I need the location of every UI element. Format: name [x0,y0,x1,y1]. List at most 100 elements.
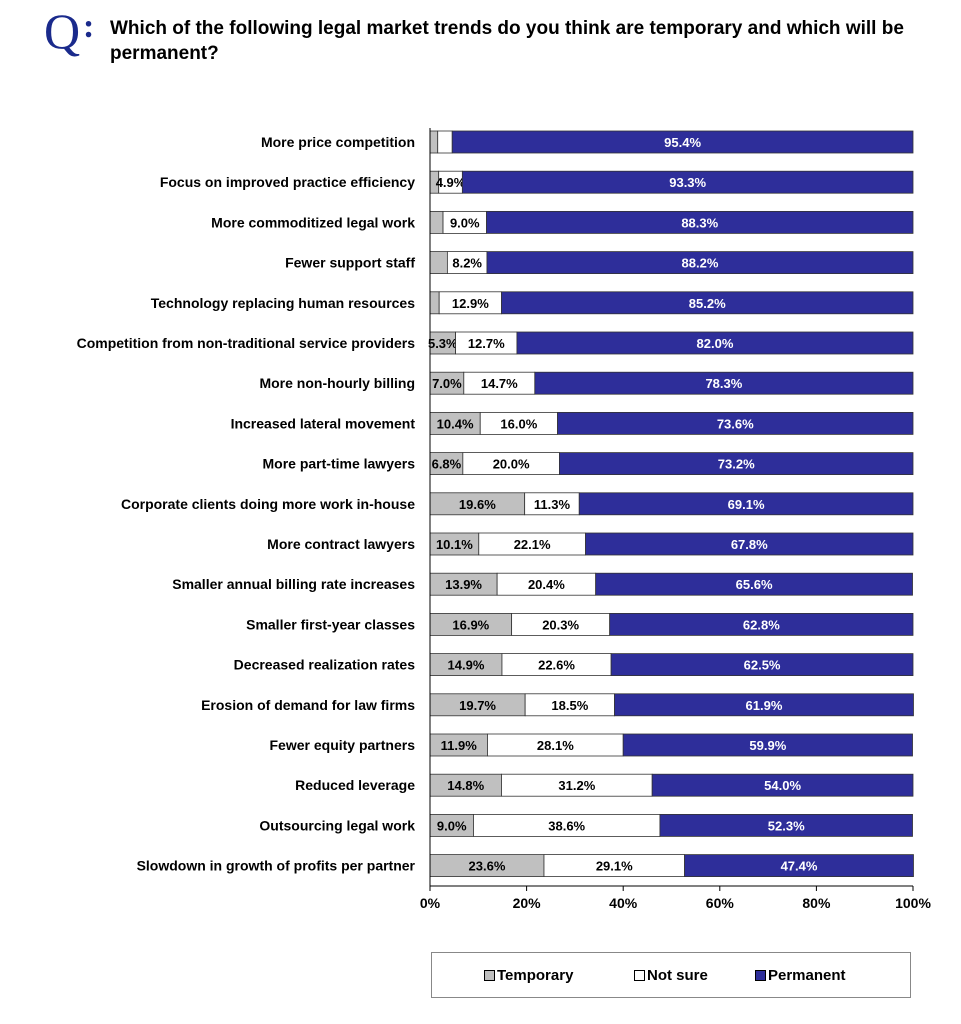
data-label-temporary: 10.4% [437,416,474,431]
data-label-not-sure: 22.1% [514,537,551,552]
category-label: Fewer equity partners [270,737,416,753]
data-label-permanent: 69.1% [728,497,765,512]
data-label-temporary: 5.3% [428,336,458,351]
data-label-not-sure: 11.3% [534,497,571,512]
data-label-temporary: 6.8% [432,457,462,472]
legend-item-not-sure: Not sure [634,967,708,984]
data-label-not-sure: 4.9% [436,175,466,190]
data-label-not-sure: 20.3% [542,617,579,632]
data-label-permanent: 47.4% [781,859,818,874]
data-label-temporary: 14.9% [448,658,485,673]
x-tick-label: 80% [802,895,831,911]
data-label-permanent: 88.2% [682,256,719,271]
data-label-permanent: 62.8% [743,617,780,632]
data-label-permanent: 95.4% [664,135,701,150]
data-label-not-sure: 31.2% [558,778,595,793]
data-label-permanent: 93.3% [669,175,706,190]
category-label: Competition from non-traditional service… [77,335,416,351]
bar-segment-permanent [461,170,914,194]
bar-segment-permanent [622,733,913,757]
bar-segment-permanent [557,411,914,435]
data-label-permanent: 73.2% [718,457,755,472]
legend-swatch-permanent [755,970,766,981]
data-label-not-sure: 12.9% [452,296,489,311]
bar-segment-permanent [595,572,913,596]
bar-segment-permanent [501,291,914,315]
data-label-permanent: 88.3% [681,215,718,230]
category-label: Technology replacing human resources [151,295,415,311]
category-label: More price competition [261,134,415,150]
bar-segment-permanent [516,331,914,355]
data-label-not-sure: 9.0% [450,215,480,230]
category-label: Reduced leverage [295,777,415,793]
q-letter: Q [44,3,81,59]
legend-label-permanent: Permanent [768,967,846,984]
category-label: More contract lawyers [267,536,415,552]
data-label-permanent: 85.2% [689,296,726,311]
category-label: Erosion of demand for law firms [201,697,415,713]
data-label-not-sure: 22.6% [538,658,575,673]
category-label: More part-time lawyers [263,456,416,472]
category-label: Outsourcing legal work [259,817,415,833]
legend-swatch-temporary [484,970,495,981]
legend-label-not-sure: Not sure [647,967,708,984]
data-label-not-sure: 16.0% [500,416,537,431]
data-label-not-sure: 20.4% [528,577,565,592]
chart-legend: Temporary Not sure Permanent [431,952,911,998]
x-tick-label: 60% [706,895,735,911]
bar-segment-temporary [429,251,448,275]
legend-swatch-not-sure [634,970,645,981]
data-label-temporary: 7.0% [432,376,462,391]
data-label-temporary: 14.8% [447,778,484,793]
bar-segment-permanent [534,371,914,395]
data-label-permanent: 65.6% [736,577,773,592]
legend-item-temporary: Temporary [484,967,573,984]
data-label-permanent: 61.9% [746,698,783,713]
bar-segment-permanent [451,130,914,154]
question-title: Which of the following legal market tren… [110,18,904,64]
category-label: More commoditized legal work [211,214,415,230]
data-label-permanent: 62.5% [744,658,781,673]
data-label-temporary: 16.9% [452,617,489,632]
category-label: Smaller annual billing rate increases [172,576,415,592]
category-label: Increased lateral movement [231,415,416,431]
bar-segment-permanent [659,814,913,837]
category-label: Slowdown in growth of profits per partne… [137,858,416,874]
data-label-permanent: 52.3% [768,818,805,833]
data-label-temporary: 19.6% [459,497,496,512]
bar-segment-temporary [429,130,439,154]
category-label: Corporate clients doing more work in-hou… [121,496,415,512]
data-label-temporary: 9.0% [437,818,467,833]
data-label-temporary: 13.9% [445,577,482,592]
bar-segment-permanent [609,613,914,636]
x-tick-label: 40% [609,895,638,911]
data-label-temporary: 10.1% [436,537,473,552]
bar-segment-permanent [578,492,914,516]
bar-segment-permanent [684,854,914,877]
data-label-permanent: 82.0% [697,336,734,351]
data-label-temporary: 19.7% [459,698,496,713]
data-label-permanent: 73.6% [717,416,754,431]
bar-segment-temporary [429,291,440,315]
x-tick-label: 20% [513,895,542,911]
data-label-not-sure: 20.0% [493,457,530,472]
legend-item-permanent: Permanent [755,967,846,984]
stacked-bar-chart: More price competition 95.4% Focus on impr… [77,128,931,911]
bar-segment-not-sure [437,130,453,154]
data-label-permanent: 78.3% [705,376,742,391]
x-tick-label: 100% [895,895,931,911]
bar-segment-permanent [610,653,914,676]
q-colon: : [83,8,95,45]
bar-segment-permanent [559,452,914,476]
bar-segment-temporary [429,210,444,234]
category-label: Smaller first-year classes [246,616,415,632]
data-label-permanent: 59.9% [749,738,786,753]
category-label: More non-hourly billing [259,375,415,391]
bar-segment-permanent [585,532,914,556]
data-label-not-sure: 8.2% [452,256,482,271]
bar-segment-permanent [614,693,914,717]
data-label-not-sure: 14.7% [481,376,518,391]
bar-segment-permanent [486,210,914,234]
data-label-permanent: 54.0% [764,778,801,793]
data-label-temporary: 23.6% [469,859,506,874]
